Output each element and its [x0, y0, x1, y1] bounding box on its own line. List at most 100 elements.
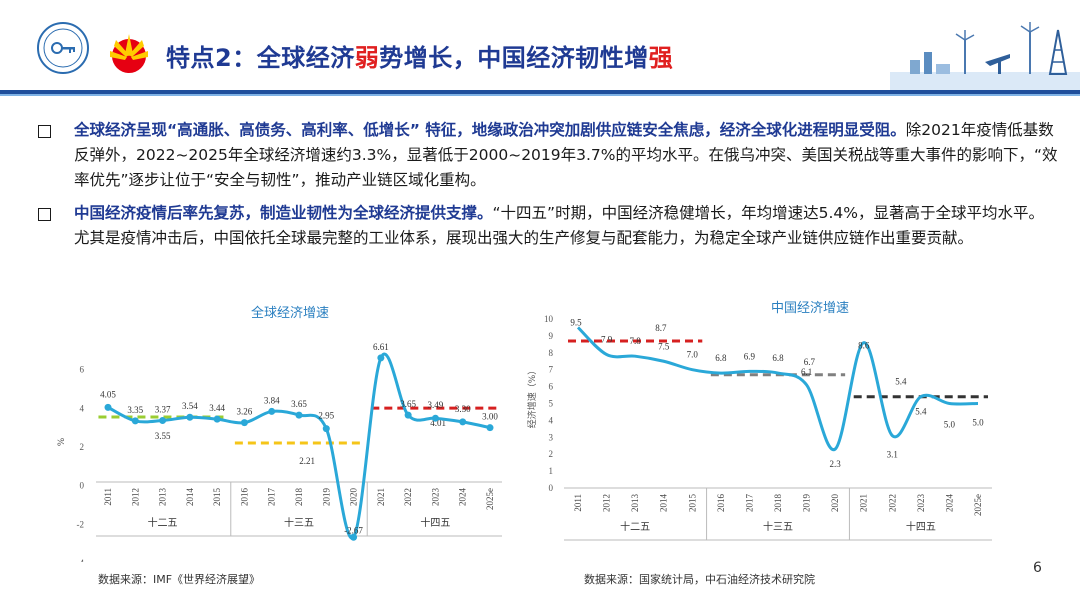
x-tick-label: 2020 — [830, 494, 840, 513]
x-tick-label: 2024 — [944, 494, 954, 513]
data-point — [459, 418, 467, 426]
x-tick-label: 2014 — [659, 494, 669, 513]
data-point — [404, 411, 412, 419]
x-tick-label: 2021 — [376, 488, 386, 506]
x-tick-label: 2012 — [130, 488, 140, 506]
bullet-item-china: 中国经济疫情后率先复苏，制造业韧性为全球经济提供支撑。“十四五”时期，中国经济稳… — [38, 201, 1058, 251]
data-point — [159, 417, 167, 425]
data-label: 7.5 — [658, 341, 670, 351]
y-tick-label: 3 — [549, 432, 554, 442]
chart-title: 中国经济增速 — [771, 300, 849, 315]
title-part-2: 势增长，中国经济韧性增 — [379, 44, 649, 72]
bullet-text: “十四五”时期，中国经济稳健增长，年均增速达5.4%，显著高于全球平均水平。尤其… — [74, 204, 1044, 247]
china-growth-chart: 中国经济增速 0 1 2 3 4 5 6 7 8 9 10 经济增速（%） 2011 2012 2013 201… — [526, 300, 992, 541]
data-label: 6.61 — [373, 342, 389, 352]
y-tick-label: 10 — [544, 314, 554, 324]
bullet-text: 除2021年疫情低基数反弹外，2022~2025年全球经济增速约3.3%，显著低… — [74, 121, 1058, 189]
data-label: 6.9 — [744, 351, 756, 361]
x-tick-label: 2022 — [403, 488, 413, 506]
data-label: 4.05 — [100, 389, 116, 399]
series-line — [576, 326, 979, 451]
data-point — [186, 413, 194, 421]
data-point — [377, 354, 385, 362]
y-tick-label: -4 — [77, 558, 85, 562]
x-tick-label: 2023 — [430, 488, 440, 507]
data-point — [350, 533, 358, 541]
y-tick-label: -2 — [77, 519, 85, 529]
y-tick-label: 7 — [549, 365, 554, 375]
x-tick-label: 2022 — [887, 494, 897, 512]
y-tick-label: 6 — [80, 365, 85, 375]
data-label: 6.8 — [772, 353, 784, 363]
y-tick-label: 4 — [549, 415, 554, 425]
page-number: 6 — [1033, 560, 1042, 576]
data-label: 2.95 — [318, 411, 334, 421]
y-tick-label: 2 — [549, 449, 554, 459]
y-tick-label: 6 — [549, 382, 554, 392]
data-label: 6.8 — [715, 353, 727, 363]
y-tick-label: 2 — [80, 442, 85, 452]
y-tick-label: 0 — [80, 481, 85, 491]
global-chart-source: 数据来源：IMF《世界经济展望》 — [98, 573, 261, 586]
data-label: 5.0 — [944, 420, 956, 430]
x-tick-label: 2017 — [744, 494, 754, 513]
header-divider-light — [0, 94, 1080, 96]
bullet-square-icon — [38, 208, 51, 221]
data-label: 5.4 — [915, 407, 927, 417]
average-label: 8.7 — [655, 323, 667, 333]
x-tick-label: 2024 — [458, 488, 468, 507]
data-label: 3.65 — [400, 399, 416, 409]
data-label: 3.65 — [291, 399, 307, 409]
x-tick-label: 2014 — [185, 488, 195, 507]
group-label: 十四五 — [420, 516, 450, 529]
group-label: 十二五 — [620, 520, 650, 533]
group-label: 十二五 — [148, 516, 178, 529]
x-tick-label: 2020 — [349, 488, 359, 507]
chart-title: 全球经济增速 — [251, 305, 329, 320]
x-tick-label: 2023 — [916, 494, 926, 513]
average-label: 4.01 — [430, 418, 446, 428]
average-label: 3.55 — [155, 431, 171, 441]
x-tick-label: 2019 — [321, 488, 331, 507]
data-point — [240, 419, 248, 427]
title-part-1: 特点2：全球经济 — [166, 44, 355, 72]
data-label: 3.26 — [237, 407, 253, 417]
industry-scene-icon — [890, 22, 1080, 94]
x-tick-label: 2013 — [158, 488, 168, 507]
data-label: 3.54 — [182, 401, 198, 411]
title-red-1: 弱 — [354, 44, 380, 72]
data-point — [213, 415, 221, 423]
x-tick-label: 2016 — [716, 494, 726, 513]
china-chart-source: 数据来源：国家统计局，中石油经济技术研究院 — [584, 573, 815, 586]
data-label: 5.0 — [972, 418, 984, 428]
x-tick-label: 2015 — [212, 488, 222, 507]
y-tick-label: 0 — [549, 483, 554, 493]
petrochina-logo-icon — [110, 34, 148, 73]
data-point — [104, 403, 112, 411]
data-label: 6.1 — [801, 367, 812, 377]
y-tick-label: 1 — [549, 466, 554, 476]
group-label: 十四五 — [906, 520, 936, 533]
average-label: 6.7 — [804, 357, 816, 367]
data-label: 3.1 — [887, 450, 898, 460]
data-label: 3.37 — [155, 405, 171, 415]
group-label: 十三五 — [763, 520, 793, 533]
data-label: 7.0 — [687, 350, 699, 360]
y-tick-label: 9 — [549, 331, 554, 341]
average-label: 2.21 — [299, 456, 315, 466]
header: 特点2：全球经济弱势增长，中国经济韧性增强 — [0, 0, 1080, 94]
data-label: 3.30 — [455, 404, 471, 414]
global-growth-chart: 全球经济增速 -4 -2 0 2 4 6% 2011 2012 2013 2014 2015 2016 2… — [57, 305, 502, 562]
data-point — [322, 425, 330, 433]
x-tick-label: 2018 — [294, 488, 304, 507]
x-tick-label: 2021 — [859, 494, 869, 512]
data-label: 3.44 — [209, 403, 225, 413]
x-tick-label: 2025e — [973, 494, 983, 516]
data-label: 3.00 — [482, 412, 498, 422]
data-label: 3.49 — [428, 400, 444, 410]
data-label: 9.5 — [570, 317, 582, 327]
x-tick-label: 2013 — [630, 494, 640, 513]
series-line — [107, 352, 491, 540]
data-label: 2.3 — [830, 459, 842, 469]
y-tick-label: 4 — [80, 403, 85, 413]
